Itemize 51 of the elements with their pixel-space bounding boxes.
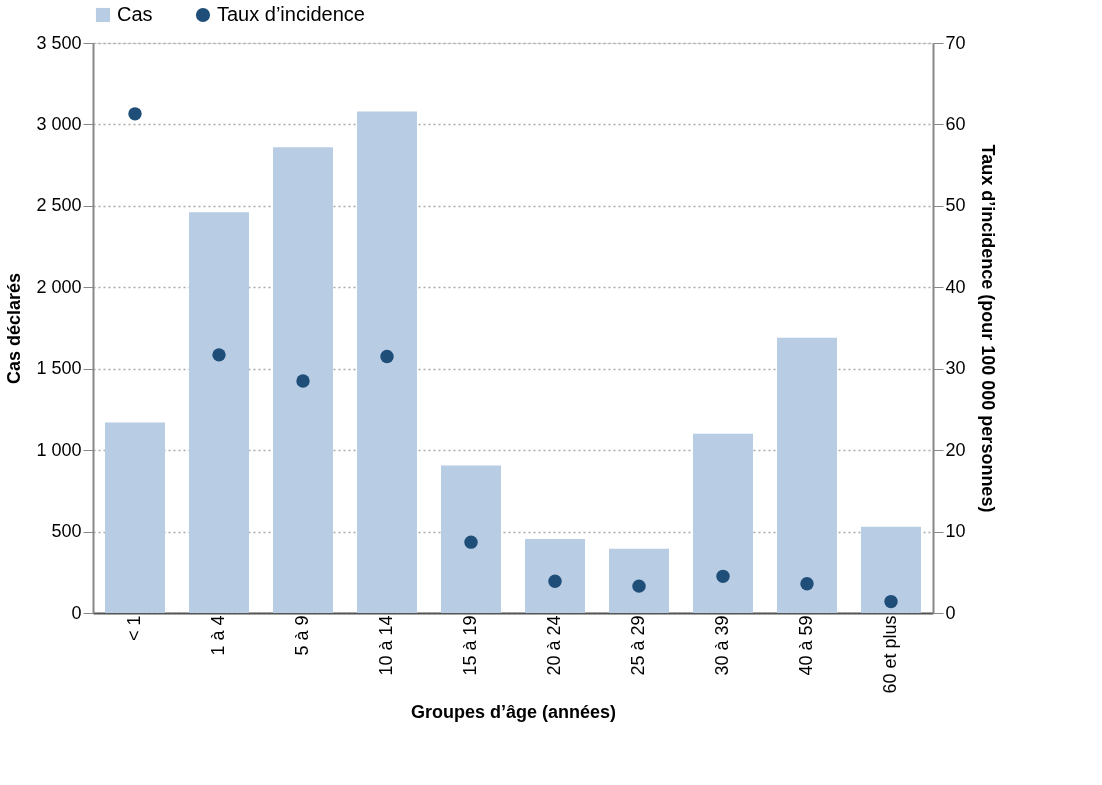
x-axis-title: Groupes d’âge (années) (410, 701, 617, 722)
x-tick-label: 30 à 39 (712, 615, 732, 676)
y2-tick-label: 50 (945, 195, 966, 216)
x-tick-label: 5 à 9 (292, 615, 312, 656)
bar (273, 147, 333, 613)
y-tick-label: 3 500 (36, 32, 82, 53)
x-tick-label: 60 et plus (880, 615, 900, 694)
y2-tick-label: 0 (945, 602, 956, 623)
x-tick-label: 25 à 29 (628, 615, 648, 676)
y-tick-label: 1 000 (36, 439, 82, 460)
x-tick-label: 10 à 14 (376, 615, 396, 676)
point (548, 574, 562, 588)
y2-tick-label: 20 (945, 439, 966, 460)
point (884, 594, 898, 609)
bar (861, 526, 921, 613)
x-tick-label: 20 à 24 (544, 615, 564, 676)
y-tick-label: 1 500 (36, 358, 82, 379)
legend-label: Taux d’incidence (217, 3, 365, 25)
point (380, 349, 394, 364)
bar (105, 422, 165, 613)
bar (693, 433, 753, 613)
y2-tick-label: 70 (945, 32, 966, 53)
bar (777, 337, 837, 613)
point (632, 579, 646, 593)
x-tick-label: 1 à 4 (208, 615, 228, 656)
y-tick-label: 500 (51, 521, 82, 542)
bar (441, 465, 501, 613)
y2-tick-label: 60 (945, 113, 966, 134)
point (716, 569, 730, 584)
y2-axis-title: Taux d’incidence (pour 100 000 personnes) (977, 144, 998, 513)
x-tick-label: < 1 (124, 615, 144, 642)
y-tick-label: 2 000 (36, 276, 82, 297)
bar (357, 111, 417, 613)
point (128, 107, 142, 121)
y2-tick-label: 30 (945, 358, 966, 379)
y-tick-label: 2 500 (36, 195, 82, 216)
x-tick-label: 15 à 19 (460, 615, 480, 676)
x-tick-label: 40 à 59 (796, 615, 816, 676)
y2-tick-label: 40 (945, 276, 966, 297)
y-tick-label: 0 (71, 602, 82, 623)
y-tick-label: 3 000 (36, 113, 82, 134)
point (800, 576, 814, 591)
y2-tick-label: 10 (945, 521, 966, 542)
y-axis-title: Cas déclarés (4, 272, 25, 385)
bar (609, 548, 669, 613)
legend-label: Cas (117, 3, 153, 25)
bar (525, 538, 585, 613)
point (212, 348, 226, 362)
point (464, 535, 478, 549)
bar (189, 212, 249, 613)
point (296, 374, 310, 388)
